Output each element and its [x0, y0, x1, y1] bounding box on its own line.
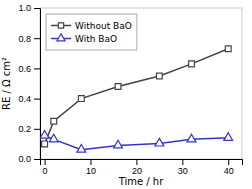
tick-mark: [34, 129, 40, 130]
tick-label: 0: [43, 166, 48, 176]
tick-mark: [34, 99, 40, 100]
series-marker: [114, 140, 123, 148]
legend-label: With BaO: [75, 34, 117, 44]
legend-item: With BaO: [51, 34, 117, 44]
tick: 0.6: [18, 64, 40, 74]
tick-mark: [34, 8, 40, 9]
tick-mark: [136, 159, 137, 165]
series-marker: [155, 138, 164, 146]
tick: 1.0: [18, 3, 40, 13]
plot: 0102030400.00.20.40.60.81.0Without BaOWi…: [18, 3, 242, 176]
legend-label: Without BaO: [75, 21, 132, 31]
legend-box: [46, 14, 137, 50]
tick: 0.2: [18, 124, 40, 134]
legend-item: Without BaO: [51, 21, 132, 31]
series-marker: [78, 96, 84, 102]
tick-mark: [91, 159, 92, 165]
tick-mark: [34, 38, 40, 39]
series-marker: [156, 73, 162, 79]
marks: [40, 46, 232, 152]
tick-mark: [34, 159, 40, 160]
chart: 0102030400.00.20.40.60.81.0Without BaOWi…: [0, 0, 252, 189]
legend: Without BaO With BaO: [46, 14, 137, 50]
tick-label: 20: [132, 166, 142, 176]
series-marker: [115, 84, 121, 90]
legend-marker: [58, 23, 63, 28]
tick-mark: [182, 159, 183, 165]
y-axis: 0.0 0.2 0.4 0.6 0.8 1.0: [18, 3, 40, 164]
series-marker: [42, 141, 48, 147]
x-axis-title: Time / hr: [118, 176, 165, 187]
series-marker: [49, 134, 58, 142]
tick: 0: [43, 159, 48, 176]
series-marker: [77, 145, 86, 153]
series-marker: [40, 130, 49, 138]
series-marker: [224, 133, 233, 141]
tick-label: 1.0: [18, 3, 31, 13]
tick-label: 0.4: [18, 94, 31, 104]
tick: 40: [224, 159, 234, 176]
tick-label: 40: [224, 166, 234, 176]
series-marker: [187, 134, 196, 142]
tick: 20: [132, 159, 142, 176]
tick-label: 0.8: [18, 34, 31, 44]
tick-mark: [34, 68, 40, 69]
series-line: [45, 49, 229, 144]
tick-mark: [45, 159, 46, 165]
x-axis: 0 10 20 30 40: [41, 159, 243, 176]
legend-marker: [57, 34, 65, 41]
series-line: [45, 136, 229, 150]
tick-label: 30: [178, 166, 188, 176]
y-axis-title: RE / Ω cm²: [1, 57, 12, 110]
tick: 0.8: [18, 34, 40, 44]
tick-label: 0.6: [18, 64, 31, 74]
series-marker: [189, 61, 195, 67]
tick: 30: [178, 159, 188, 176]
tick: 10: [86, 159, 96, 176]
series-marker: [51, 118, 57, 124]
axis-line: [41, 160, 243, 166]
tick-mark: [228, 159, 229, 165]
tick: 0.0: [18, 154, 40, 164]
tick: 0.4: [18, 94, 40, 104]
series-marker: [225, 46, 231, 52]
axis-line: [34, 9, 41, 160]
tick-label: 0.0: [18, 154, 31, 164]
tick-label: 0.2: [18, 124, 31, 134]
tick-label: 10: [86, 166, 96, 176]
plot-frame: [40, 8, 242, 159]
